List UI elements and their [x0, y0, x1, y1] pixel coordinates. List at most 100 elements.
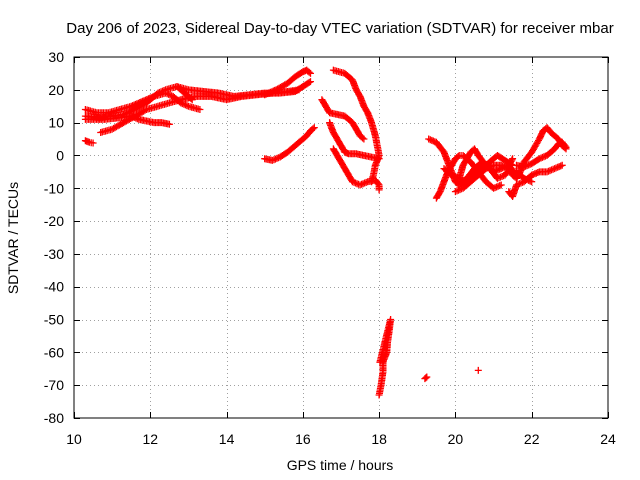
data-point — [558, 161, 566, 169]
data-point — [375, 186, 383, 194]
data-point — [352, 179, 359, 187]
series-arc-15 — [474, 366, 482, 374]
data-point — [453, 187, 461, 195]
series-arc-4 — [81, 137, 97, 147]
data-point — [376, 358, 384, 366]
data-point — [359, 134, 367, 142]
data-point — [490, 184, 498, 192]
data-point — [529, 171, 537, 178]
data-point — [546, 167, 554, 175]
data-point — [482, 165, 490, 173]
x-tick-label: 12 — [142, 431, 158, 447]
data-point — [426, 136, 434, 144]
data-point — [429, 137, 437, 145]
chart-title: Day 206 of 2023, Sidereal Day-to-day VTE… — [66, 20, 613, 37]
y-tick-label: 20 — [48, 82, 64, 98]
y-tick-label: -50 — [44, 312, 64, 328]
y-tick-label: 10 — [48, 115, 64, 131]
data-point — [422, 374, 430, 382]
data-point — [557, 162, 565, 170]
x-tick-label: 10 — [66, 431, 82, 447]
series-arc-14 — [421, 373, 431, 383]
data-point — [268, 156, 276, 164]
series-arc-22 — [513, 138, 570, 171]
y-tick-label: -30 — [44, 246, 64, 262]
x-tick-label: 16 — [295, 431, 311, 447]
data-point — [540, 153, 548, 161]
data-point — [307, 78, 314, 86]
series-arc-8 — [261, 124, 318, 164]
data-point — [154, 89, 162, 97]
data-point — [494, 182, 502, 190]
data-point — [554, 163, 562, 171]
y-axis-title: SDTVAR / TECUs — [5, 182, 21, 294]
data-point — [513, 181, 520, 189]
data-point — [375, 155, 383, 163]
data-point — [528, 178, 536, 186]
data-point — [425, 135, 433, 143]
series-arc-9 — [329, 66, 383, 186]
data-point — [196, 106, 204, 113]
data-point — [160, 87, 168, 94]
data-point — [165, 120, 173, 128]
data-point — [500, 163, 508, 171]
y-tick-label: -10 — [44, 180, 64, 196]
y-tick-label: -60 — [44, 344, 64, 360]
data-point — [474, 366, 482, 374]
series-arc-21 — [505, 124, 570, 182]
y-tick-label: 30 — [48, 49, 64, 65]
data-point — [532, 169, 540, 177]
series-arc-11 — [326, 119, 383, 163]
data-point — [454, 153, 462, 160]
data-point — [305, 78, 313, 86]
x-axis-title: GPS time / hours — [287, 457, 394, 473]
data-point — [551, 165, 559, 173]
data-point — [488, 162, 496, 170]
data-point — [141, 106, 149, 114]
data-point — [543, 168, 551, 176]
y-tick-label: -20 — [44, 213, 64, 229]
data-point — [356, 181, 364, 189]
series-arc-23 — [505, 161, 566, 200]
data-point — [271, 155, 279, 163]
x-tick-label: 20 — [448, 431, 464, 447]
data-point — [498, 173, 506, 180]
y-tick-label: -40 — [44, 279, 64, 295]
data-point — [359, 180, 367, 188]
tick-layer: 10 12 14 16 18 20 22 24 30 20 10 0 -10 -20 -30 -40 -50 -6… — [44, 49, 616, 447]
data-point — [490, 168, 498, 176]
data-point — [548, 166, 555, 174]
data-point — [497, 161, 505, 169]
data-point — [525, 161, 533, 169]
data-point — [485, 163, 493, 171]
x-tick-label: 18 — [371, 431, 387, 447]
data-point — [89, 139, 97, 147]
x-tick-label: 14 — [219, 431, 235, 447]
data-point — [348, 178, 356, 186]
y-tick-label: -80 — [44, 410, 64, 426]
data-point — [362, 178, 370, 186]
data-point — [516, 180, 523, 188]
data-point — [451, 188, 459, 196]
data-point — [307, 69, 314, 77]
data-point — [448, 171, 456, 179]
data-point — [561, 142, 569, 150]
y-tick-label: 0 — [56, 147, 64, 163]
data-point — [495, 174, 503, 182]
y-tick-label: -70 — [44, 377, 64, 393]
series-arc-10 — [318, 96, 368, 143]
x-tick-label: 22 — [524, 431, 540, 447]
plot-frame — [73, 56, 609, 419]
data-point — [509, 155, 517, 163]
x-tick-label: 24 — [600, 431, 616, 447]
data-point — [497, 181, 505, 189]
series-arc-13 — [375, 316, 395, 399]
data-point — [181, 101, 189, 109]
data-point — [522, 162, 530, 170]
data-point — [305, 68, 313, 76]
data-point — [423, 373, 431, 381]
data-point — [309, 125, 317, 133]
data-points — [81, 66, 570, 399]
